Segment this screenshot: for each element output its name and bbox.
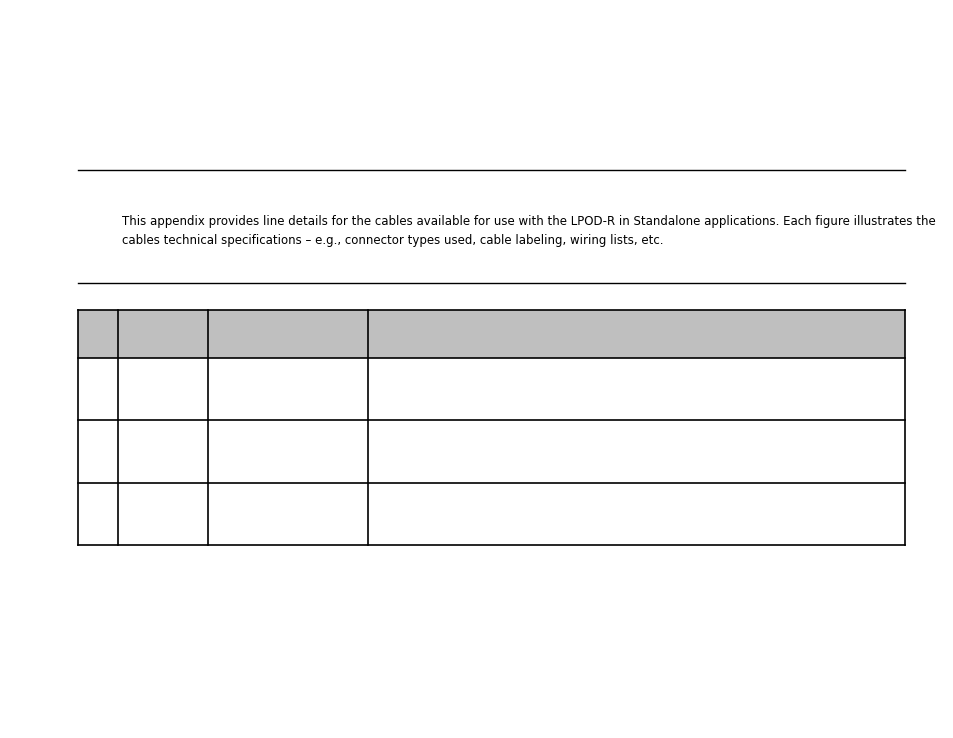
Bar <box>78 310 904 358</box>
Text: This appendix provides line details for the cables available for use with the LP: This appendix provides line details for … <box>122 215 935 247</box>
